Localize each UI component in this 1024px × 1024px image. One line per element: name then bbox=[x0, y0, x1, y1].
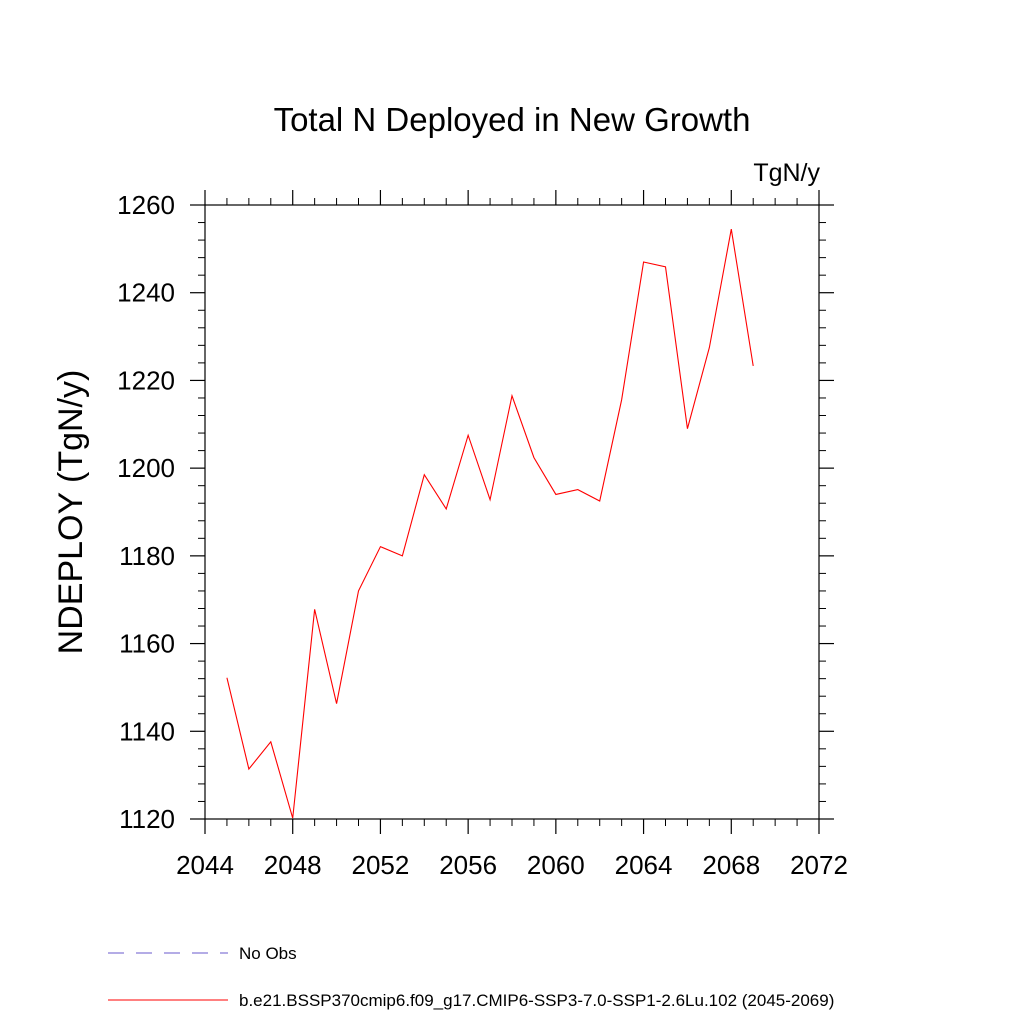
tick-labels: 2044 2048 2052 2056 2060 2064 2068 2072 1120 1140… bbox=[117, 190, 848, 880]
x-tick-label: 2072 bbox=[790, 850, 848, 880]
x-tick-label: 2048 bbox=[264, 850, 322, 880]
major-ticks bbox=[190, 190, 834, 834]
y-tick-label: 1220 bbox=[117, 365, 175, 395]
y-tick-label: 1200 bbox=[117, 453, 175, 483]
legend-label: b.e21.BSSP370cmip6.f09_g17.CMIP6-SSP3-7.… bbox=[239, 991, 834, 1010]
y-tick-label: 1240 bbox=[117, 278, 175, 308]
y-tick-label: 1140 bbox=[119, 716, 175, 746]
y-tick-label: 1160 bbox=[119, 629, 175, 659]
plot-frame bbox=[204, 204, 820, 820]
chart-title: Total N Deployed in New Growth bbox=[274, 101, 751, 138]
x-tick-label: 2044 bbox=[176, 850, 234, 880]
units-label: TgN/y bbox=[753, 159, 820, 187]
y-axis-label: NDEPLOY (TgN/y) bbox=[52, 370, 90, 655]
y-tick-label: 1120 bbox=[119, 804, 175, 834]
x-tick-label: 2060 bbox=[527, 850, 585, 880]
y-tick-label: 1260 bbox=[117, 190, 175, 220]
series-group bbox=[226, 229, 754, 819]
x-tick-label: 2052 bbox=[352, 850, 410, 880]
legend-label: No Obs bbox=[239, 944, 297, 963]
x-tick-label: 2064 bbox=[615, 850, 673, 880]
x-tick-label: 2056 bbox=[439, 850, 497, 880]
legend: No Obs b.e21.BSSP370cmip6.f09_g17.CMIP6-S… bbox=[108, 944, 834, 1010]
series-line bbox=[226, 229, 754, 819]
x-tick-label: 2068 bbox=[702, 850, 760, 880]
y-tick-label: 1180 bbox=[119, 541, 175, 571]
minor-ticks bbox=[198, 198, 826, 826]
